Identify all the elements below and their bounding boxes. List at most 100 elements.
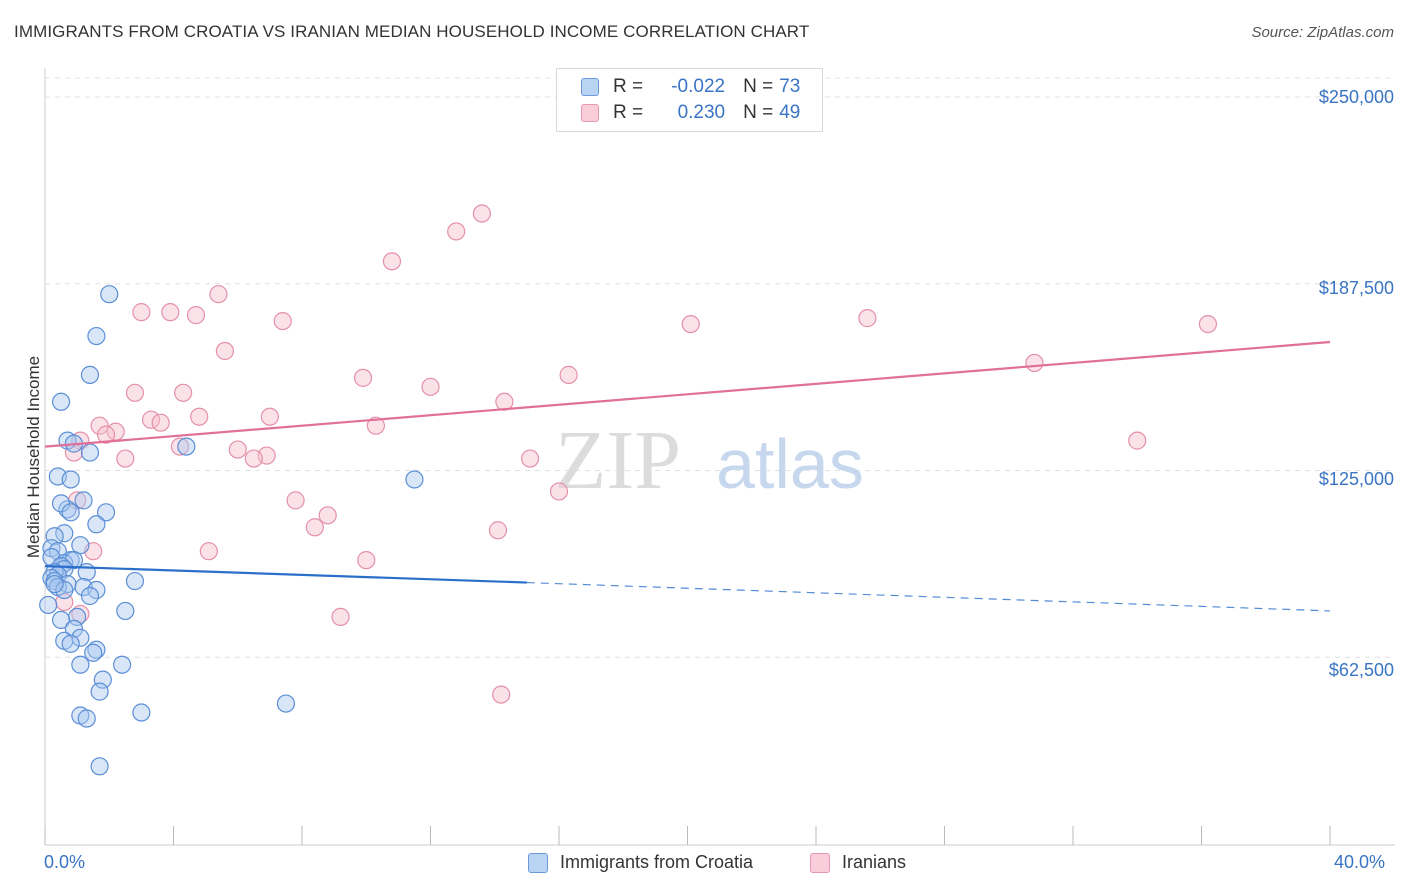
point-croatia [55, 580, 74, 600]
bottom-legend-croatia: Immigrants from Croatia [528, 852, 753, 873]
bottom-legend-label: Iranians [842, 852, 907, 872]
point-croatia [77, 562, 96, 582]
bottom-legend-iranians: Iranians [810, 852, 906, 873]
legend-n-label: N = [743, 76, 774, 97]
point-croatia [45, 527, 64, 546]
point-croatia [77, 709, 96, 728]
point-iranians [681, 314, 700, 334]
trend-line-iranians [44, 340, 1331, 448]
point-croatia [96, 503, 116, 522]
point-iranians [492, 685, 511, 704]
point-iranians [199, 542, 218, 561]
point-iranians [549, 482, 569, 501]
point-iranians [215, 341, 234, 361]
point-iranians [331, 607, 350, 627]
point-iranians [161, 303, 180, 322]
legend-r-label: R = [613, 102, 644, 123]
point-iranians [125, 383, 145, 402]
point-iranians [366, 416, 385, 435]
series-croatia [39, 285, 424, 776]
point-iranians [472, 204, 491, 223]
point-iranians [174, 383, 193, 402]
point-croatia [71, 655, 90, 674]
series-iranians [55, 204, 1218, 704]
legend-swatch-croatia [581, 78, 599, 96]
point-croatia [100, 285, 119, 304]
point-croatia [64, 619, 84, 638]
point-iranians [559, 365, 578, 384]
point-iranians [170, 437, 190, 456]
point-croatia [132, 703, 151, 722]
trend-line-croatia [44, 565, 527, 584]
point-iranians [305, 518, 324, 537]
legend-n-value: 73 [779, 76, 801, 97]
y-tick-label: $125,000 [1318, 469, 1394, 489]
y-tick-label: $62,500 [1328, 660, 1394, 680]
point-croatia [61, 470, 80, 489]
y-tick-label: $187,500 [1318, 278, 1394, 298]
legend-n-value: 49 [779, 102, 801, 123]
axes [44, 68, 1395, 846]
point-iranians [90, 416, 109, 435]
legend-r-label: R = [613, 76, 644, 97]
trend-line-croatia-extrapolated [526, 581, 1331, 612]
point-croatia [45, 574, 64, 594]
point-iranians [353, 368, 373, 387]
trend-lines [44, 340, 1331, 612]
point-iranians [96, 425, 116, 444]
point-iranians [1198, 314, 1218, 334]
source-label: Source: ZipAtlas.com [1251, 24, 1394, 41]
point-croatia [51, 392, 71, 411]
legend-swatch-iranians [581, 104, 599, 122]
point-croatia [93, 670, 112, 689]
point-iranians [447, 222, 466, 241]
point-croatia [90, 757, 109, 776]
point-croatia [80, 586, 100, 606]
point-croatia [61, 634, 80, 653]
x-tick-label-min: 0.0% [44, 852, 86, 872]
point-croatia [39, 595, 58, 615]
legend-row-croatia: R = -0.022 N = 73 [581, 75, 800, 99]
gridlines [45, 77, 1395, 658]
point-croatia [61, 503, 80, 522]
point-iranians [382, 252, 402, 271]
point-croatia [116, 601, 135, 621]
point-iranians [1025, 353, 1044, 373]
point-iranians [357, 551, 376, 570]
point-iranians [190, 407, 209, 426]
point-croatia [80, 443, 100, 462]
bottom-legend-swatch-iranians [810, 852, 830, 873]
point-croatia [177, 437, 196, 456]
point-iranians [520, 449, 540, 468]
point-iranians [1128, 431, 1147, 450]
point-iranians [318, 506, 337, 525]
point-iranians [228, 440, 247, 459]
point-croatia [87, 515, 106, 534]
x-tick-label-max: 40.0% [1334, 852, 1386, 872]
point-iranians [186, 306, 206, 325]
watermark-atlas: atlas [716, 425, 864, 503]
chart-title: IMMIGRANTS FROM CROATIA VS IRANIAN MEDIA… [14, 22, 810, 41]
point-iranians [286, 491, 305, 510]
y-tick-label: $250,000 [1318, 87, 1394, 107]
point-croatia [51, 610, 71, 630]
point-iranians [244, 449, 263, 468]
bottom-legend-swatch-croatia [528, 852, 548, 873]
watermark-zip: ZIP [555, 414, 681, 507]
legend-row-iranians: R = 0.230 N = 49 [581, 101, 800, 125]
legend-r-value: 0.230 [677, 102, 726, 123]
legend-r-value: -0.022 [671, 76, 726, 97]
point-croatia [276, 694, 296, 713]
point-croatia [84, 643, 103, 662]
legend-n-label: N = [743, 102, 774, 123]
point-iranians [151, 413, 170, 432]
point-croatia [125, 571, 145, 591]
point-iranians [260, 407, 279, 426]
point-croatia [87, 326, 106, 346]
watermark: ZIP atlas [555, 414, 864, 507]
point-croatia [80, 365, 100, 384]
point-iranians [116, 449, 135, 468]
y-axis-label: Median Household Income [24, 355, 43, 559]
point-iranians [273, 312, 292, 331]
